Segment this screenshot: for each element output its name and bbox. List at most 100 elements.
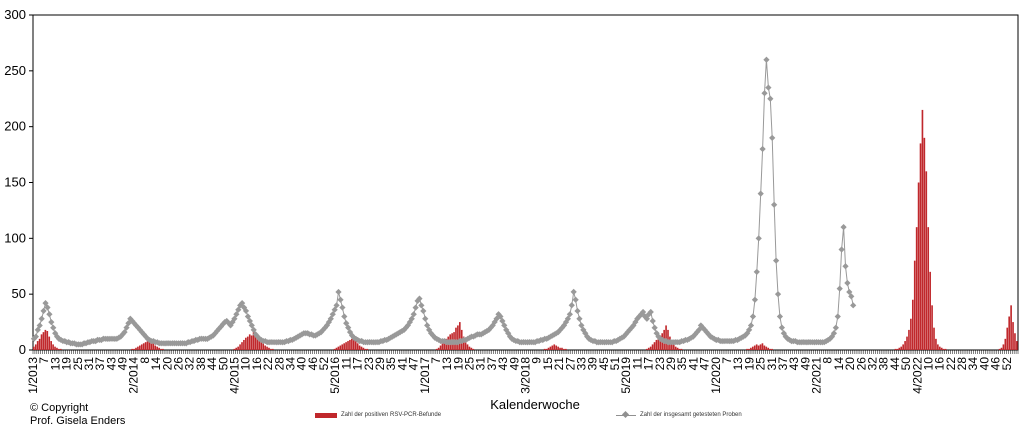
- legend-line-swatch: [616, 414, 636, 416]
- legend-bar-item: Zahl der positiven RSV-PCR-Befunde: [315, 412, 441, 418]
- x-tick-label: 44: [205, 357, 219, 371]
- x-tick-label: 5/2019: [619, 357, 633, 394]
- positive-bar: [757, 345, 760, 350]
- x-tick-label: 29: [664, 357, 678, 371]
- legend-line-label: Zahl der insgesamt getesteten Proben: [640, 412, 742, 418]
- x-tick-label: 13: [731, 357, 745, 371]
- positive-bar: [462, 336, 465, 350]
- positive-bar: [148, 338, 151, 350]
- positive-bar: [254, 333, 257, 350]
- x-tick-label: 25: [463, 357, 477, 371]
- positive-bar: [771, 348, 773, 350]
- tested-samples-point: [42, 300, 49, 307]
- tested-samples-point: [767, 95, 774, 102]
- x-tick-label: 46: [989, 357, 1003, 371]
- x-tick-label: 27: [563, 357, 577, 371]
- positive-bar: [133, 348, 135, 350]
- positive-bar: [1014, 333, 1016, 350]
- positive-bar: [137, 346, 139, 350]
- positive-bar: [250, 335, 253, 350]
- x-tick-label: 47: [698, 357, 712, 371]
- positive-bar: [156, 346, 159, 350]
- positive-bar: [565, 348, 567, 350]
- x-tick-label: 11: [630, 357, 644, 370]
- positive-bar: [364, 348, 367, 350]
- x-tick-label: 16: [933, 357, 947, 371]
- positive-bar: [154, 345, 157, 350]
- positive-bar: [940, 347, 943, 350]
- x-tick-label: 13: [48, 357, 62, 371]
- positive-bar: [676, 347, 679, 350]
- tested-samples-point: [761, 90, 768, 97]
- y-tick-label: 300: [4, 7, 26, 22]
- positive-bar: [36, 341, 39, 350]
- x-tick-label: 16: [250, 357, 264, 371]
- positive-bar: [455, 327, 457, 350]
- positive-bar: [246, 336, 249, 350]
- copyright-line-2: Prof. Gisela Enders: [30, 415, 126, 427]
- x-tick-label: 49: [798, 357, 812, 371]
- positive-bar: [441, 343, 444, 350]
- tested-samples-point: [842, 263, 849, 270]
- tested-samples-point: [501, 322, 508, 329]
- positive-bar: [753, 345, 756, 350]
- positive-bar: [262, 343, 265, 350]
- x-tick-label: 23: [362, 357, 376, 371]
- x-tick-label: 28: [955, 357, 969, 371]
- positive-bar: [347, 341, 349, 350]
- tested-samples-point: [651, 324, 658, 331]
- positive-bar: [33, 346, 35, 350]
- x-tick-label: 46: [306, 357, 320, 371]
- positive-bar: [900, 346, 903, 350]
- x-tick-label: 7: [37, 357, 51, 364]
- x-tick-label: 29: [373, 357, 387, 371]
- x-tick-label: 28: [272, 357, 286, 371]
- positive-bar: [44, 329, 47, 350]
- tested-samples-point: [337, 296, 344, 303]
- x-tick-label: 23: [653, 357, 667, 371]
- positive-bar: [239, 344, 241, 350]
- x-tick-label: 11: [339, 357, 353, 370]
- positive-bar: [56, 347, 58, 350]
- tested-samples-point: [838, 246, 845, 253]
- y-tick-label: 50: [12, 286, 26, 301]
- tested-samples-point: [233, 311, 240, 318]
- tested-samples-point: [572, 296, 579, 303]
- tested-samples-point: [844, 279, 851, 287]
- positive-bar: [896, 348, 899, 350]
- x-tick-label: 14: [832, 357, 846, 371]
- positive-bar: [659, 335, 662, 350]
- positive-bar: [458, 322, 461, 350]
- positive-bar: [351, 338, 353, 350]
- x-tick-label: 25: [71, 357, 85, 371]
- positive-bar: [553, 344, 556, 350]
- positive-bar: [272, 348, 274, 350]
- x-tick-label: 35: [675, 357, 689, 371]
- positive-bar: [1012, 322, 1014, 350]
- x-tick-label: 1/2020: [709, 357, 723, 394]
- x-tick-label: 19: [60, 357, 74, 371]
- positive-bar: [678, 348, 681, 350]
- positive-bar: [54, 346, 56, 350]
- legend-bar-label: Zahl der positiven RSV-PCR-Befunde: [341, 412, 442, 418]
- positive-bar: [345, 342, 347, 350]
- positive-bar: [58, 348, 60, 350]
- x-tick-label: 1/2013: [26, 357, 40, 394]
- x-tick-label: 31: [474, 357, 488, 371]
- positive-bar: [942, 348, 945, 350]
- positive-bar: [767, 347, 770, 350]
- legend-line-item: Zahl der insgesamt getesteten Proben: [616, 412, 742, 418]
- y-tick-label: 150: [4, 175, 26, 190]
- positive-bar: [902, 344, 904, 350]
- y-tick-label: 100: [4, 230, 26, 245]
- positive-bar: [944, 348, 947, 350]
- positive-bar: [750, 347, 752, 350]
- positive-bar: [362, 347, 365, 350]
- x-tick-label: 49: [507, 357, 521, 371]
- x-tick-label: 26: [854, 357, 868, 371]
- x-tick-label: 50: [899, 357, 913, 371]
- positive-bar: [917, 182, 920, 350]
- positive-bar: [268, 347, 270, 350]
- positive-bar: [563, 348, 565, 350]
- positive-bar: [746, 348, 748, 350]
